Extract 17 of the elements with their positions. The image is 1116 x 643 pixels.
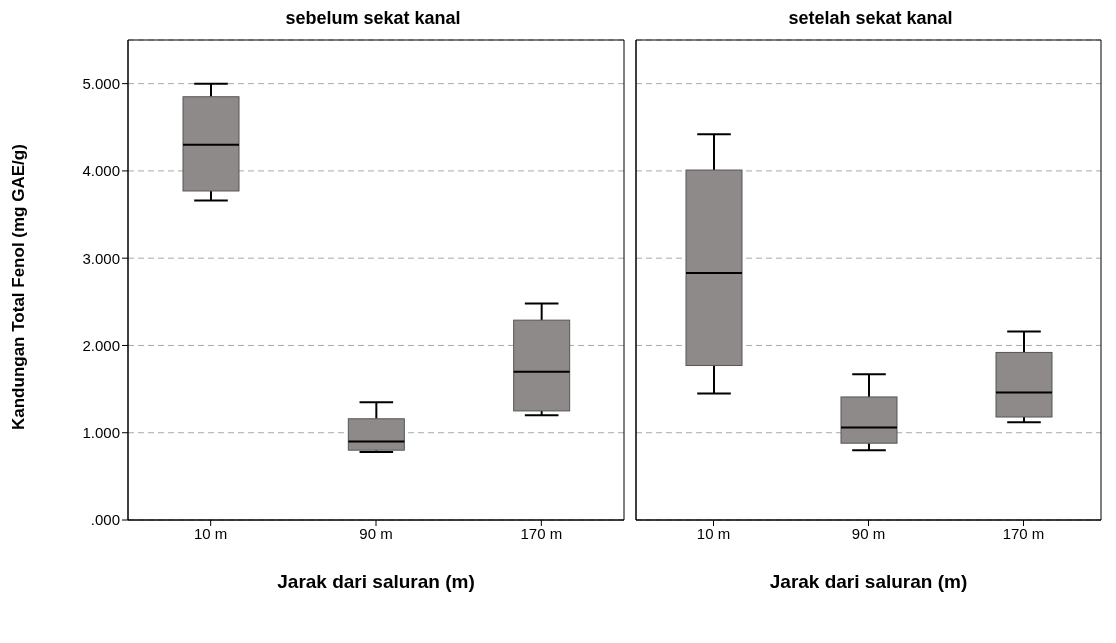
x-tick-label: 10 m xyxy=(696,524,731,542)
x-tick-label: 170 m xyxy=(520,524,563,542)
x-axis-title: Jarak dari saluran (m) xyxy=(277,571,475,592)
x-tick-label: 90 m xyxy=(851,524,886,542)
chart-title: setelah sekat kanal xyxy=(787,8,954,30)
x-tick-label: 10 m xyxy=(193,524,228,542)
y-tick-label: 3.000 xyxy=(82,249,120,267)
x-tick-label: 90 m xyxy=(359,524,393,542)
y-tick-label: 5.000 xyxy=(82,74,120,92)
chart-title: sebelum sekat kanal xyxy=(284,8,462,30)
y-tick-label: 4.000 xyxy=(82,162,120,180)
x-tick-label: 170 m xyxy=(1002,524,1045,542)
y-axis-title: Kandungan Total Fenol (mg GAE/g) xyxy=(9,144,29,430)
y-tick-label: 2.000 xyxy=(82,336,120,354)
y-tick-label: 1.000 xyxy=(82,424,120,442)
y-tick-label: .000 xyxy=(90,511,120,529)
x-axis-title: Jarak dari saluran (m) xyxy=(769,571,968,592)
